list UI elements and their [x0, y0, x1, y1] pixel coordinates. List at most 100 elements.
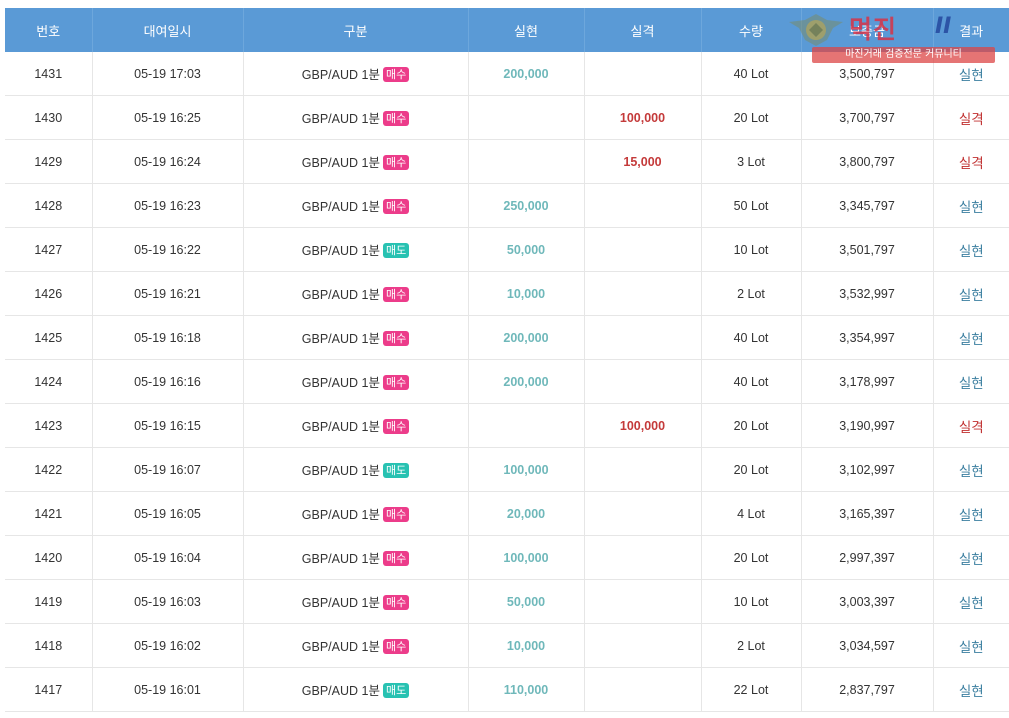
cell-quantity: 20 Lot — [701, 95, 802, 140]
table-row[interactable]: 1422 05-19 16:07 GBP/AUD 1분 매도 100,000 20 Lot… — [5, 447, 1009, 492]
cell-realized: 100,000 — [468, 535, 585, 580]
buy-badge: 매수 — [382, 331, 410, 346]
lost-amount: 15,000 — [623, 154, 662, 169]
cell-lost — [584, 667, 702, 712]
result-status: 실현 — [958, 287, 984, 303]
cell-deposit: 3,034,597 — [801, 623, 934, 668]
deposit-amount: 3,102,997 — [839, 462, 895, 477]
cell-number: 1431 — [5, 52, 93, 96]
cell-deposit: 3,354,997 — [801, 315, 934, 360]
rental-datetime: 05-19 16:16 — [134, 374, 201, 389]
cell-quantity: 20 Lot — [701, 535, 802, 580]
lot-quantity: 10 Lot — [733, 242, 769, 257]
realized-amount: 20,000 — [506, 506, 546, 521]
currency-pair: GBP/AUD 1분 — [301, 464, 380, 478]
row-number: 1421 — [34, 506, 63, 521]
row-number: 1427 — [34, 242, 63, 257]
buy-badge: 매수 — [382, 639, 410, 654]
table-row[interactable]: 1430 05-19 16:25 GBP/AUD 1분 매수 100,000 20 Lot… — [5, 95, 1009, 140]
cell-deposit: 2,997,397 — [801, 535, 934, 580]
rental-datetime: 05-19 16:23 — [134, 198, 201, 213]
currency-pair: GBP/AUD 1분 — [301, 244, 380, 258]
cell-realized: 200,000 — [468, 315, 585, 360]
cell-quantity: 2 Lot — [701, 623, 802, 668]
currency-pair: GBP/AUD 1분 — [301, 288, 380, 302]
cell-datetime: 05-19 16:21 — [92, 271, 244, 316]
table-row[interactable]: 1420 05-19 16:04 GBP/AUD 1분 매수 100,000 20 Lot… — [5, 535, 1009, 580]
column-header-type[interactable]: 구분 — [243, 8, 469, 52]
column-header-deposit[interactable]: 보증금 — [801, 8, 934, 52]
buy-badge: 매수 — [382, 67, 410, 82]
cell-number: 1418 — [5, 623, 93, 668]
rental-datetime: 05-19 16:07 — [134, 462, 201, 477]
table-row[interactable]: 1429 05-19 16:24 GBP/AUD 1분 매수 15,000 3 Lot 3,… — [5, 139, 1009, 184]
row-number: 1417 — [34, 682, 63, 697]
row-number: 1425 — [34, 330, 63, 345]
table-row[interactable]: 1423 05-19 16:15 GBP/AUD 1분 매수 100,000 20 Lot… — [5, 403, 1009, 448]
cell-result: 실격 — [933, 139, 1009, 184]
cell-type: GBP/AUD 1분 매수 — [243, 579, 469, 624]
table-row[interactable]: 1418 05-19 16:02 GBP/AUD 1분 매수 10,000 2 Lot 3,… — [5, 623, 1009, 668]
cell-number: 1429 — [5, 139, 93, 184]
cell-realized: 200,000 — [468, 359, 585, 404]
realized-amount: 10,000 — [506, 638, 546, 653]
rental-datetime: 05-19 16:05 — [134, 506, 201, 521]
column-header-number[interactable]: 번호 — [5, 8, 93, 52]
cell-number: 1428 — [5, 183, 93, 228]
table-row[interactable]: 1426 05-19 16:21 GBP/AUD 1분 매수 10,000 2 Lot 3,… — [5, 271, 1009, 316]
cell-datetime: 05-19 16:15 — [92, 403, 244, 448]
currency-pair: GBP/AUD 1분 — [301, 596, 380, 610]
table-row[interactable]: 1421 05-19 16:05 GBP/AUD 1분 매수 20,000 4 Lot 3,… — [5, 491, 1009, 536]
cell-realized: 50,000 — [468, 227, 585, 272]
realized-amount: 50,000 — [506, 594, 546, 609]
cell-lost — [584, 183, 702, 228]
cell-deposit: 3,178,997 — [801, 359, 934, 404]
cell-result: 실현 — [933, 579, 1009, 624]
cell-deposit: 3,700,797 — [801, 95, 934, 140]
realized-amount: 10,000 — [506, 286, 546, 301]
cell-type: GBP/AUD 1분 매도 — [243, 667, 469, 712]
table-row[interactable]: 1431 05-19 17:03 GBP/AUD 1분 매수 200,000 40 Lot… — [5, 52, 1009, 96]
cell-realized: 10,000 — [468, 623, 585, 668]
column-header-quantity[interactable]: 수량 — [701, 8, 802, 52]
table-row[interactable]: 1425 05-19 16:18 GBP/AUD 1분 매수 200,000 40 Lot… — [5, 315, 1009, 360]
cell-quantity: 40 Lot — [701, 359, 802, 404]
cell-number: 1427 — [5, 227, 93, 272]
rental-datetime: 05-19 16:25 — [134, 110, 201, 125]
cell-datetime: 05-19 16:23 — [92, 183, 244, 228]
cell-deposit: 3,800,797 — [801, 139, 934, 184]
column-header-result[interactable]: 결과 — [933, 8, 1009, 52]
sell-badge: 매도 — [382, 243, 410, 258]
column-header-realized[interactable]: 실현 — [468, 8, 585, 52]
cell-result: 실현 — [933, 315, 1009, 360]
cell-quantity: 50 Lot — [701, 183, 802, 228]
rental-datetime: 05-19 17:03 — [134, 66, 201, 81]
column-header-lost[interactable]: 실격 — [584, 8, 702, 52]
cell-type: GBP/AUD 1분 매수 — [243, 271, 469, 316]
cell-number: 1425 — [5, 315, 93, 360]
cell-result: 실현 — [933, 447, 1009, 492]
cell-datetime: 05-19 16:01 — [92, 667, 244, 712]
cell-lost — [584, 315, 702, 360]
cell-realized: 200,000 — [468, 52, 585, 96]
cell-type: GBP/AUD 1분 매도 — [243, 227, 469, 272]
lot-quantity: 10 Lot — [733, 594, 769, 609]
table-row[interactable]: 1427 05-19 16:22 GBP/AUD 1분 매도 50,000 10 Lot 3… — [5, 227, 1009, 272]
cell-lost — [584, 447, 702, 492]
lot-quantity: 4 Lot — [737, 506, 765, 521]
table-row[interactable]: 1417 05-19 16:01 GBP/AUD 1분 매도 110,000 22 Lot… — [5, 667, 1009, 712]
cell-quantity: 10 Lot — [701, 579, 802, 624]
cell-type: GBP/AUD 1분 매수 — [243, 315, 469, 360]
currency-pair: GBP/AUD 1분 — [301, 420, 380, 434]
currency-pair: GBP/AUD 1분 — [301, 376, 380, 390]
table-row[interactable]: 1424 05-19 16:16 GBP/AUD 1분 매수 200,000 40 Lot… — [5, 359, 1009, 404]
realized-amount: 100,000 — [503, 462, 549, 477]
table-row[interactable]: 1419 05-19 16:03 GBP/AUD 1분 매수 50,000 10 Lot 3… — [5, 579, 1009, 624]
row-number: 1429 — [34, 154, 63, 169]
column-header-datetime[interactable]: 대여일시 — [92, 8, 244, 52]
cell-result: 실격 — [933, 95, 1009, 140]
lot-quantity: 20 Lot — [733, 462, 769, 477]
result-status: 실현 — [958, 507, 984, 523]
table-row[interactable]: 1428 05-19 16:23 GBP/AUD 1분 매수 250,000 50 Lot… — [5, 183, 1009, 228]
lost-amount: 100,000 — [619, 418, 666, 433]
